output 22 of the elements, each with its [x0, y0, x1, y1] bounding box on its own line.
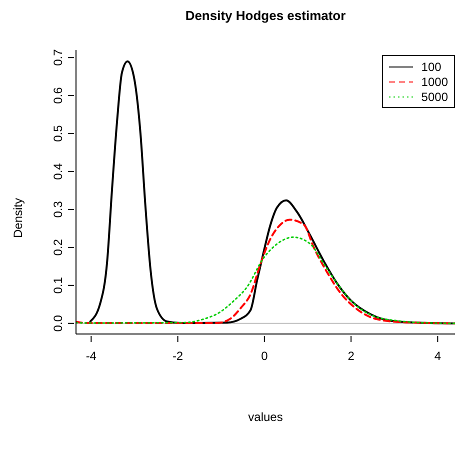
legend-label: 1000: [421, 74, 448, 88]
y-tick-label: 0.4: [51, 162, 65, 180]
y-tick-label: 0.2: [51, 238, 65, 256]
x-tick-label: 0: [261, 349, 268, 363]
x-tick-label: 2: [348, 349, 355, 363]
legend-label: 100: [421, 60, 442, 74]
y-tick-label: 0.5: [51, 124, 65, 142]
x-tick-label: -2: [172, 349, 184, 363]
line-series: [76, 236, 455, 324]
x-axis-title: values: [247, 410, 284, 424]
y-tick-label: 0.6: [51, 86, 65, 104]
line-series: [76, 218, 455, 324]
y-tick-label: 0.3: [51, 200, 65, 218]
y-tick-label: 0.7: [51, 48, 65, 66]
y-axis-title: Density: [11, 198, 25, 238]
y-tick-label: 0.1: [51, 276, 65, 294]
legend-label: 5000: [421, 90, 448, 104]
x-tick-label: 4: [434, 349, 442, 363]
y-tick-label: 0.0: [51, 314, 65, 332]
line-series: [89, 60, 455, 324]
x-tick-label: -4: [86, 349, 97, 363]
chart-title: Density Hodges estimator: [184, 8, 347, 23]
